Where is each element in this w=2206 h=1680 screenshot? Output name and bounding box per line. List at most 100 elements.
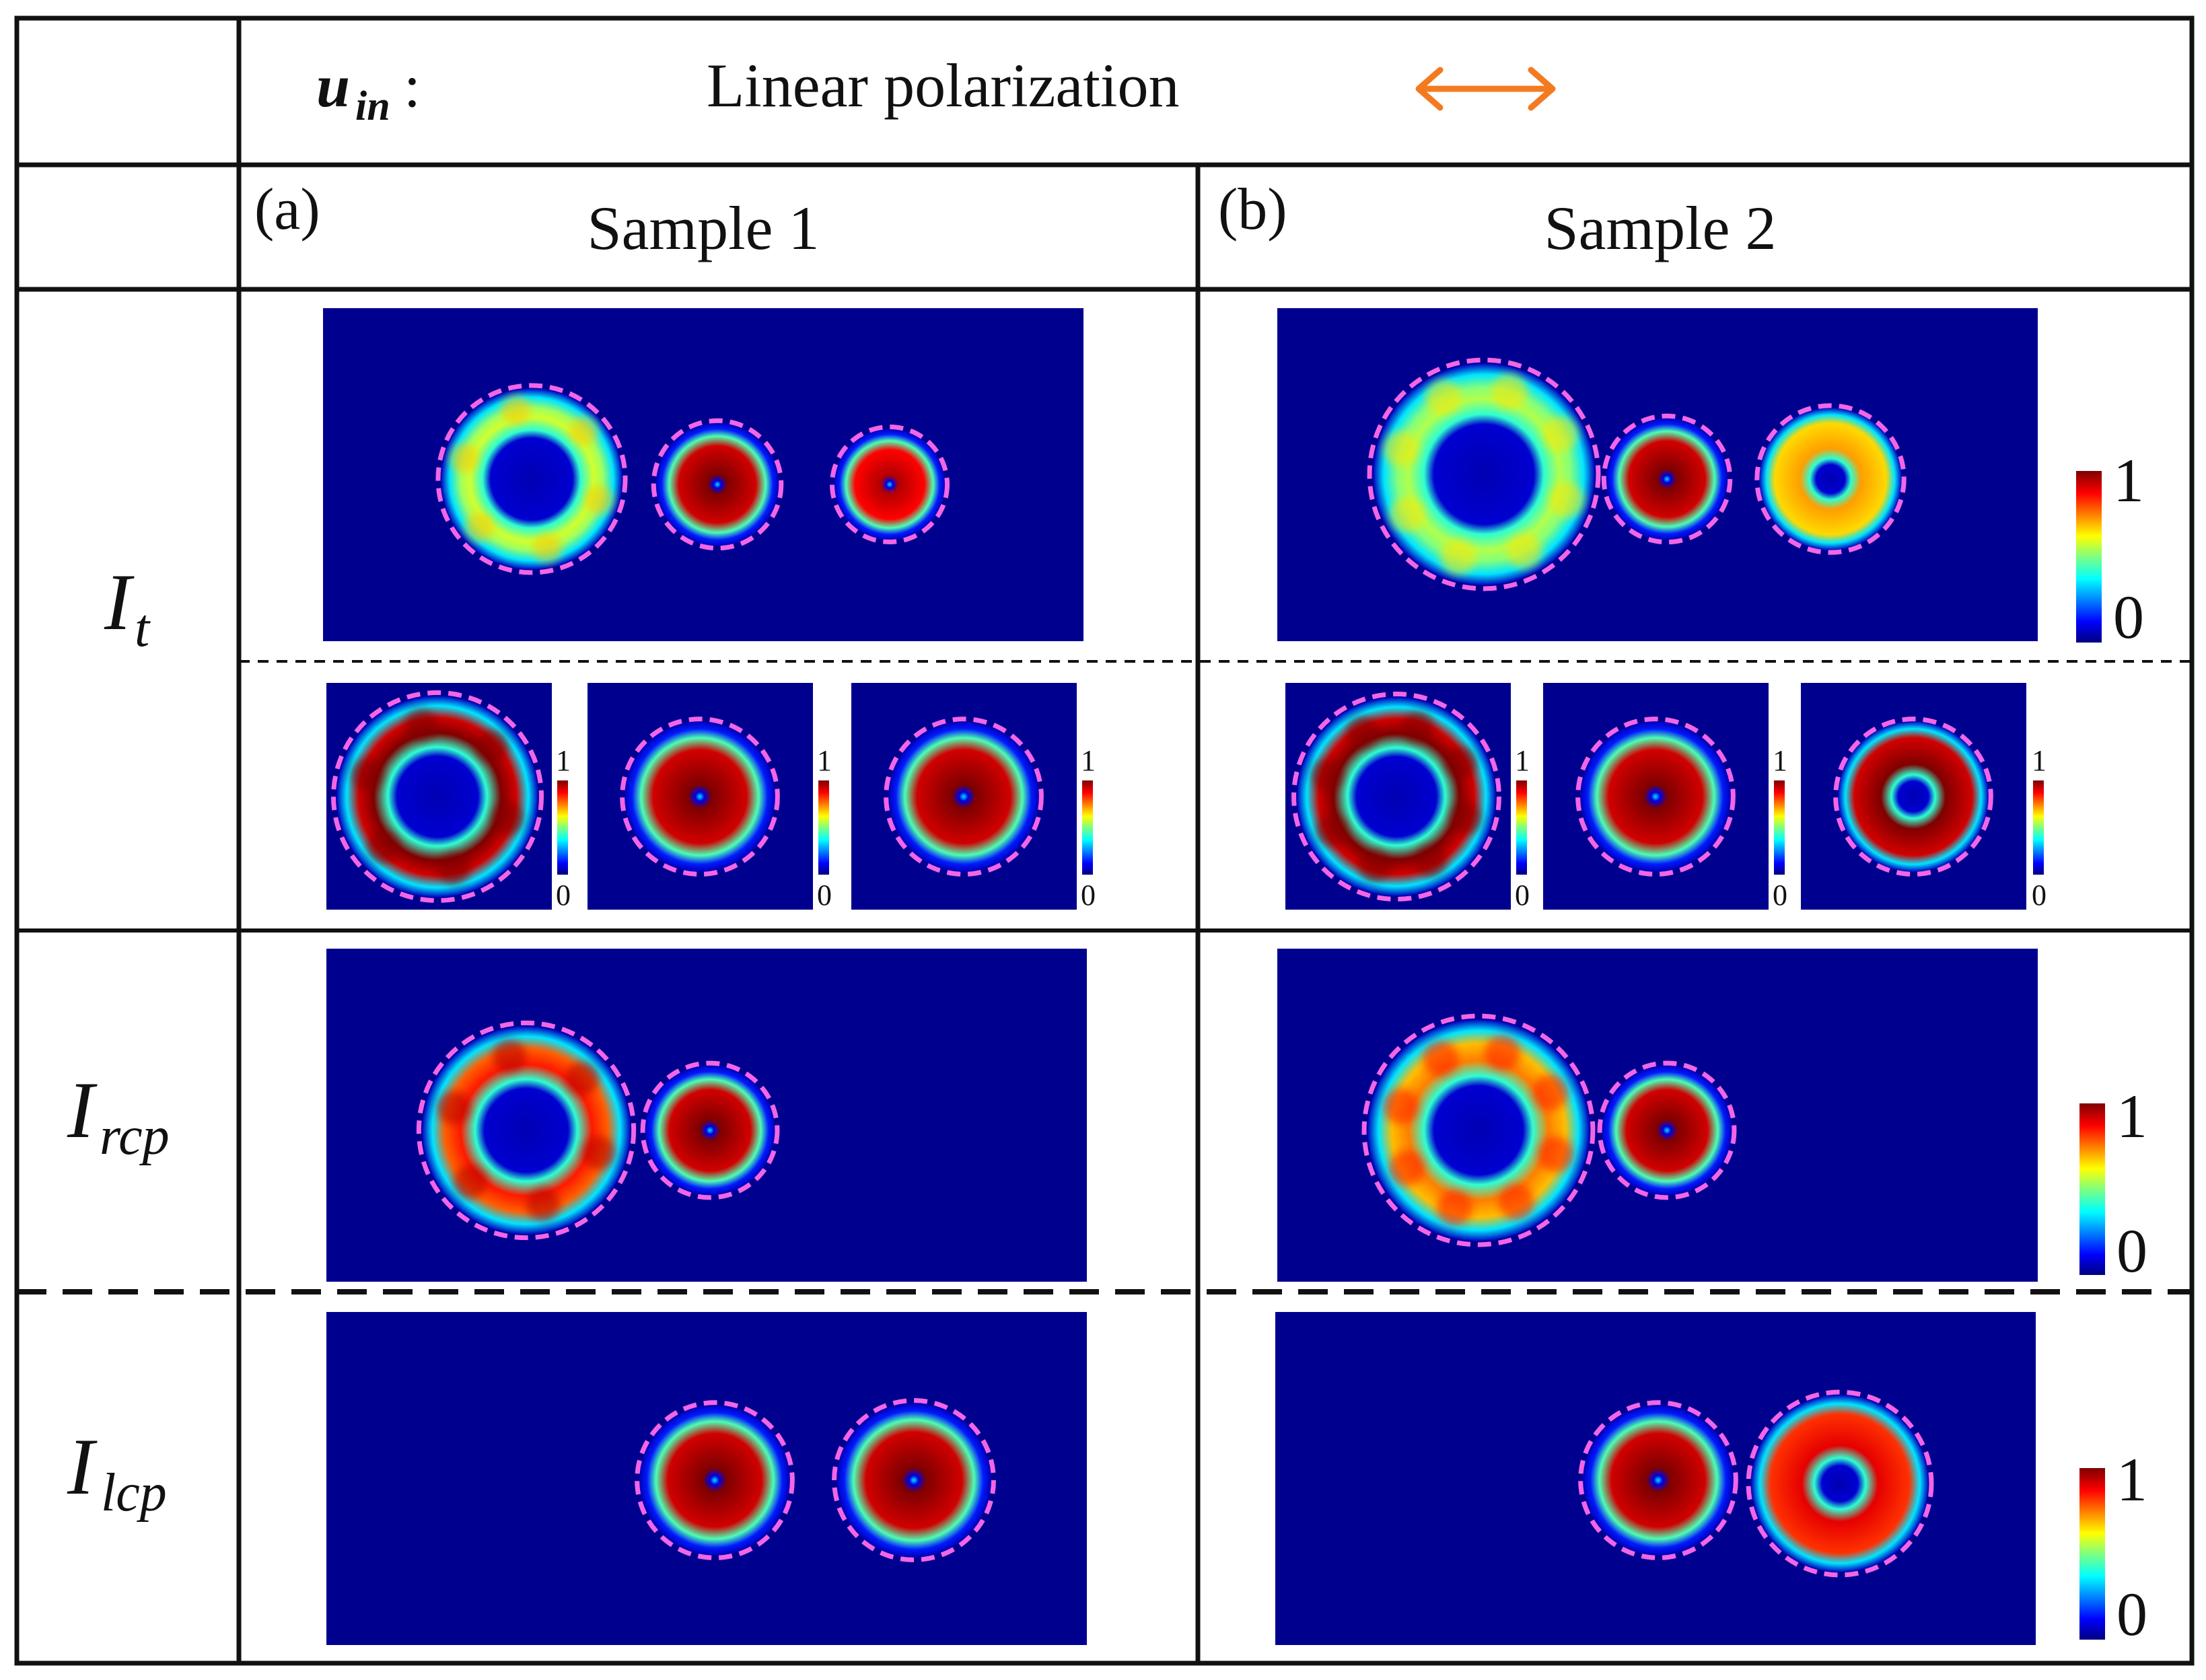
panel-a-lcp: [326, 1312, 1087, 1645]
input-field-colon: :: [404, 53, 421, 120]
column-title-sample-2: Sample 2: [1544, 194, 1777, 262]
dashed-boundary-circle: [331, 690, 544, 903]
intensity-lobe: [404, 708, 437, 741]
intensity-lobe: [1450, 802, 1482, 834]
intensity-lobe: [1542, 416, 1579, 452]
vortex-ring: [1583, 1405, 1734, 1556]
intensity-lobe: [1491, 373, 1528, 410]
vortex-ring: [655, 423, 779, 546]
input-field-subscript: in: [355, 83, 390, 129]
mini-colorbar: [557, 780, 568, 875]
intensity-lobe: [1506, 533, 1542, 569]
dashed-boundary-circle: [1578, 1400, 1738, 1560]
intensity-lobe: [475, 730, 508, 763]
colorbar-gradient: [2079, 1103, 2105, 1275]
large-vortex-ring: [441, 388, 622, 570]
vortex-ring: [645, 1065, 775, 1196]
intensity-lobe: [532, 534, 562, 563]
intensity-lobe: [449, 443, 479, 473]
intensity-lobe: [501, 395, 531, 425]
row-label-rcp-main: I: [67, 1065, 98, 1155]
vortex-ring: [1751, 1395, 1929, 1572]
double-headed-arrow-icon: [1415, 67, 1556, 111]
vortex-ring: [834, 429, 946, 540]
mini-colorbars: 1 0 1 0 1 0 1 0 1 0 1 0: [556, 744, 2047, 912]
large-vortex-ring: [336, 696, 538, 898]
vortex-ring: [625, 721, 775, 872]
dashed-boundary-circle: [620, 717, 780, 877]
intensity-lobe: [367, 830, 400, 863]
intensity-lobe: [1532, 1074, 1568, 1111]
colorbar-it: 1 0: [2076, 446, 2144, 651]
mini-colorbar-max-label: 1: [556, 744, 571, 777]
panel-b-it: [1277, 308, 2038, 641]
dashed-boundary-circle: [1601, 413, 1733, 545]
mini-colorbar-max-label: 1: [817, 744, 832, 777]
input-field-symbol: u: [316, 53, 350, 120]
row-label-rcp: I rcp: [67, 1065, 170, 1166]
vortex-ring: [888, 721, 1039, 872]
intensity-lobe: [1402, 711, 1434, 743]
row-label-it-main: I: [104, 557, 135, 647]
mini-colorbar-max-label: 1: [1515, 744, 1530, 777]
panel-b-lcp: [1275, 1312, 2036, 1645]
dashed-boundary-circle: [830, 425, 950, 544]
mini-colorbar-min-label: 0: [1081, 879, 1096, 912]
intensity-lobe: [1389, 497, 1425, 533]
large-vortex-ring: [422, 1026, 631, 1235]
intensity-lobe: [582, 1136, 616, 1170]
intensity-lobe: [1359, 850, 1391, 882]
colorbar-min-label: 0: [2116, 1216, 2147, 1285]
intensity-lobe: [1414, 844, 1447, 877]
row-label-it-sub: t: [135, 599, 151, 658]
vortex-ring: [1606, 418, 1728, 540]
dashed-boundary-circle: [416, 1020, 637, 1241]
colorbar-gradient: [2076, 471, 2102, 643]
mini-colorbar-min-label: 0: [2032, 879, 2047, 912]
intensity-lobe: [1425, 379, 1462, 416]
colorbar-lcp: 1 0: [2079, 1445, 2147, 1648]
row-label-rcp-sub: rcp: [100, 1107, 170, 1166]
mini-colorbar-max-label: 1: [2032, 744, 2047, 777]
mini-colorbar-min-label: 0: [556, 879, 571, 912]
intensity-lobe: [1440, 539, 1476, 575]
dashed-boundary-circle: [1291, 692, 1501, 902]
mini-colorbar-max-label: 1: [1773, 744, 1787, 777]
mini-colorbar: [1774, 780, 1785, 875]
mini-colorbar: [1082, 780, 1093, 875]
colorbar-min-label: 0: [2113, 583, 2144, 651]
intensity-lobe: [1538, 1136, 1574, 1172]
colorbar-gradient: [2079, 1468, 2105, 1640]
intensity-lobe: [1316, 814, 1349, 847]
intensity-lobe: [1437, 1190, 1472, 1226]
dashed-boundary-circle: [884, 717, 1044, 877]
dashed-boundary-circle: [1754, 403, 1907, 555]
colorbar-min-label: 0: [2116, 1580, 2147, 1648]
dashed-boundary-circle: [1361, 1013, 1596, 1247]
vortex-ring: [639, 1405, 790, 1556]
row-label-it: I t: [104, 557, 151, 658]
mini-colorbar: [1516, 780, 1527, 875]
intensity-lobe: [1423, 1041, 1459, 1076]
panel-b-it-normalized: [1285, 683, 2026, 910]
dashed-boundary-circle: [1575, 717, 1736, 877]
intensity-lobe: [1549, 482, 1585, 518]
intensity-lobe: [1311, 759, 1343, 791]
intensity-lobe: [465, 512, 495, 542]
panel-a-it: [323, 308, 1083, 641]
dashed-boundary-circle: [651, 418, 784, 551]
panel-a-it-normalized: [326, 683, 1077, 910]
vortex-ring: [1602, 1065, 1732, 1196]
row-label-lcp: I lcp: [67, 1422, 167, 1523]
large-vortex-ring: [1373, 363, 1595, 585]
large-vortex-ring: [1297, 697, 1496, 896]
panel-a-rcp: [326, 949, 1087, 1282]
colorbar-max-label: 1: [2116, 1082, 2147, 1151]
colorbar-max-label: 1: [2113, 446, 2144, 515]
intensity-lobe: [1485, 1035, 1520, 1071]
mini-colorbar: [2033, 780, 2044, 875]
large-vortex-ring: [1367, 1019, 1590, 1241]
dashed-boundary-circle: [635, 1400, 795, 1560]
intensity-lobe: [584, 485, 614, 515]
